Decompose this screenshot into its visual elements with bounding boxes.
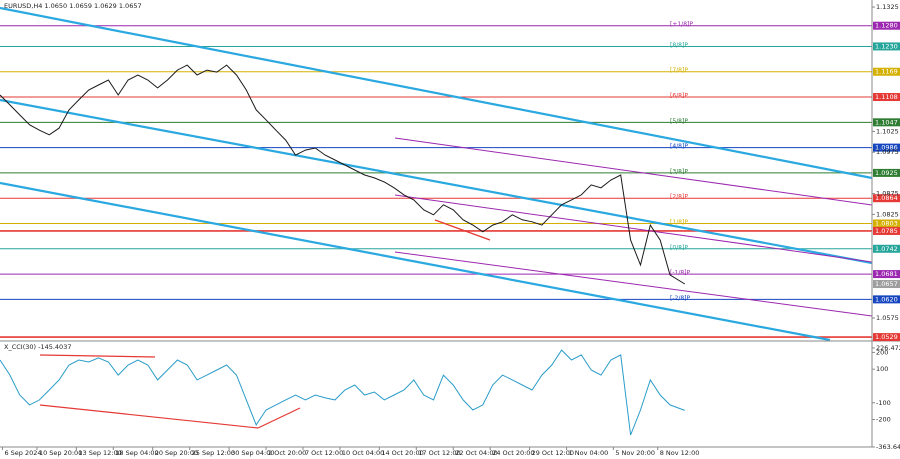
level-label-bg bbox=[873, 21, 900, 30]
level-tag: [-1/8]P bbox=[670, 270, 691, 277]
level-label-bg bbox=[873, 67, 900, 76]
level-label: 1.0986 bbox=[875, 144, 898, 152]
y-tick-label: 1.0875 bbox=[876, 190, 899, 198]
level-label-bg bbox=[873, 226, 900, 235]
x-tick-label: 22 Oct 04:00 bbox=[455, 449, 497, 457]
x-tick-label: 10 Oct 04:00 bbox=[342, 449, 384, 457]
y-tick-label: 1.1325 bbox=[876, 3, 899, 11]
channel-line bbox=[394, 194, 873, 263]
level-label: 1.0742 bbox=[875, 245, 898, 253]
level-tag: [6/8]P bbox=[670, 93, 688, 100]
channel-line bbox=[0, 98, 873, 265]
x-tick-label: 17 Oct 12:00 bbox=[418, 449, 460, 457]
x-tick-label: 2 Oct 20:00 bbox=[268, 449, 306, 457]
y-tick-label: 100 bbox=[876, 365, 888, 373]
level-label: 1.1230 bbox=[875, 42, 898, 50]
x-tick-label: 7 Oct 12:00 bbox=[305, 449, 343, 457]
level-tag: [5/8]P bbox=[670, 118, 688, 125]
x-tick-label: 14 Oct 20:00 bbox=[381, 449, 423, 457]
level-tag: [3/8]P bbox=[670, 168, 688, 175]
level-tag: [7/8]P bbox=[670, 67, 688, 74]
level-label: 1.0925 bbox=[875, 169, 898, 177]
x-tick-label: 20 Sep 20:00 bbox=[155, 449, 198, 457]
price-line bbox=[0, 64, 686, 285]
x-tick-label: 6 Sep 2024 bbox=[4, 449, 41, 457]
x-tick-label: 5 Nov 20:00 bbox=[615, 449, 655, 457]
y-tick-label: 1.0575 bbox=[876, 314, 899, 322]
level-label: 1.1047 bbox=[875, 118, 898, 126]
divergence-line bbox=[39, 404, 259, 429]
level-label: 1.0681 bbox=[875, 270, 898, 278]
channel-line bbox=[394, 251, 873, 317]
divergence-line bbox=[434, 219, 491, 241]
level-label-bg bbox=[873, 244, 900, 253]
level-tag: [2/8]P bbox=[670, 194, 688, 201]
level-label: 1.0803 bbox=[875, 219, 898, 227]
level-tag: [1/8]P bbox=[670, 219, 688, 226]
current-price-bg bbox=[873, 280, 900, 289]
x-tick-label: 29 Oct 12:00 bbox=[532, 449, 574, 457]
y-tick-label: 1.0975 bbox=[876, 148, 899, 156]
x-tick-label: 30 Sep 04:00 bbox=[231, 449, 274, 457]
x-tick-label: 13 Sep 12:00 bbox=[78, 449, 121, 457]
level-label-bg bbox=[873, 333, 900, 342]
levels bbox=[0, 25, 872, 338]
y-tick-label: 1.0825 bbox=[876, 210, 899, 218]
level-label-bg bbox=[873, 194, 900, 203]
x-tick-label: 18 Sep 04:00 bbox=[115, 449, 158, 457]
y-tick-label: -200 bbox=[876, 416, 891, 424]
level-label-bg bbox=[873, 143, 900, 152]
level-label-bg bbox=[873, 42, 900, 51]
level-label-bg bbox=[873, 295, 900, 304]
level-label: 1.0864 bbox=[875, 194, 898, 202]
y-tick-label: -363.641 bbox=[876, 443, 900, 451]
level-label-bg bbox=[873, 93, 900, 102]
level-label: 1.1280 bbox=[875, 22, 898, 30]
level-label: 1.0785 bbox=[875, 227, 898, 235]
level-tag: [4/8]P bbox=[670, 143, 688, 150]
indicator-title: X_CCI(30) -145.4037 bbox=[4, 343, 71, 351]
divergence-line bbox=[257, 407, 301, 429]
chart-title: EURUSD,H4 1.0650 1.0659 1.0629 1.0657 bbox=[4, 2, 142, 10]
y-tick-label: 200 bbox=[876, 348, 888, 356]
level-tag: [+1/8]P bbox=[670, 21, 693, 28]
level-label: 1.1108 bbox=[875, 93, 898, 101]
level-label: 1.0620 bbox=[875, 295, 898, 303]
level-tag: [0/8]P bbox=[670, 244, 688, 251]
channel-line bbox=[0, 181, 831, 342]
level-tag: [-2/8]P bbox=[670, 295, 691, 302]
current-price: 1.0657 bbox=[875, 280, 898, 288]
x-tick-label: 24 Oct 20:00 bbox=[492, 449, 534, 457]
level-label-bg bbox=[873, 168, 900, 177]
x-tick-label: 10 Sep 20:00 bbox=[39, 449, 82, 457]
level-label-bg bbox=[873, 270, 900, 279]
y-tick-label: -100 bbox=[876, 399, 891, 407]
divergence-line bbox=[39, 354, 156, 358]
price-line bbox=[0, 349, 685, 436]
level-label-bg bbox=[873, 118, 900, 127]
x-tick-label: 25 Sep 12:00 bbox=[192, 449, 235, 457]
level-tag: [8/8]P bbox=[670, 42, 688, 49]
level-label: 1.0529 bbox=[875, 333, 898, 341]
x-tick-label: 1 Nov 04:00 bbox=[569, 449, 609, 457]
level-label-bg bbox=[873, 219, 900, 228]
x-tick-label: 8 Nov 12:00 bbox=[660, 449, 700, 457]
channel-line bbox=[394, 137, 873, 206]
y-tick-label: 1.1025 bbox=[876, 127, 899, 135]
channel-line bbox=[0, 6, 873, 180]
y-tick-label: 226.4725 bbox=[876, 344, 900, 352]
level-label: 1.1169 bbox=[875, 68, 898, 76]
